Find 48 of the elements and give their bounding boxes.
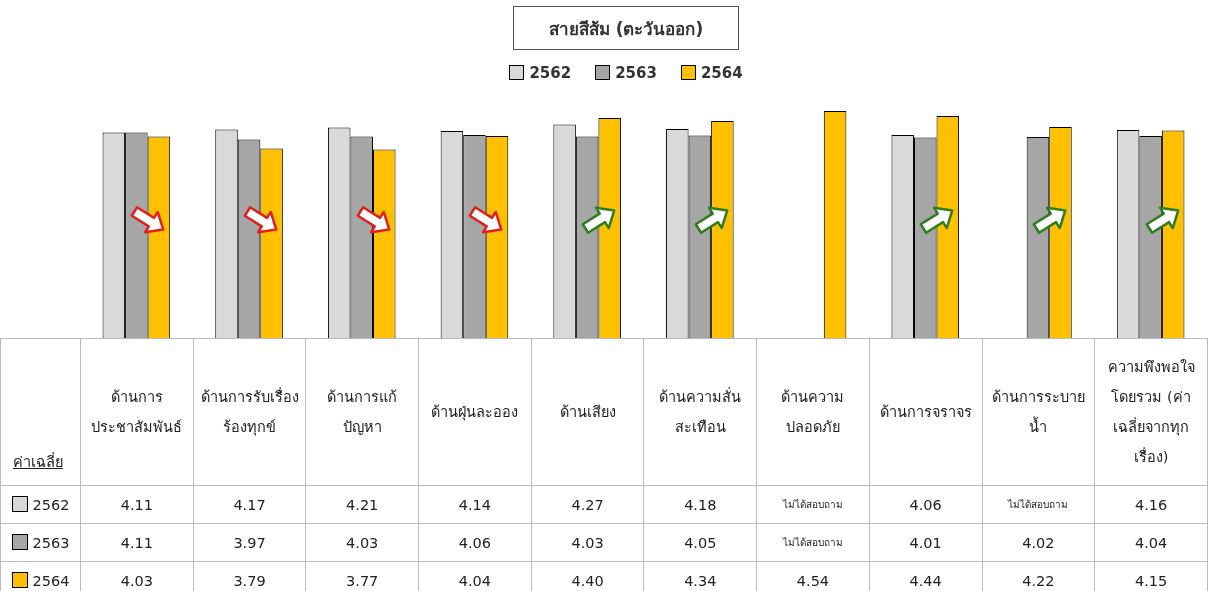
x-tick-label: ด้านการรับเรื่องร้องทุกข์ [193,338,306,486]
data-label: 4.16 [1094,485,1208,524]
data-label: 3.79 [193,561,306,591]
text: 2564 [32,573,70,589]
data-label: 4.14 [418,485,532,524]
data-label: 4.40 [531,561,644,591]
text: ไม่ได้สอบถาม [782,499,843,510]
text: 2562 [32,497,70,513]
legend-label: 2563 [614,64,657,82]
data-label: 4.21 [305,485,419,524]
data-label: 4.11 [80,485,194,524]
data-label: 4.02 [982,523,1095,562]
x-tick-label: ด้านเสียง [531,338,644,486]
x-tick-label: ด้านการแก้ปัญหา [305,338,419,486]
data-label: 4.04 [418,561,532,591]
data-label: 4.22 [982,561,1095,591]
data-label: 3.77 [305,561,419,591]
legend-label: 2562 [528,64,572,82]
x-tick-label: ด้านฝุ่นละออง [418,338,532,486]
data-label: 4.17 [193,485,306,524]
x-axis-title: ค่าเฉลี่ย [13,451,63,472]
x-tick-label: ด้านการประชาสัมพันธ์ [80,338,194,486]
data-label: 4.11 [80,523,194,562]
data-label: 4.54 [756,561,870,591]
x-tick-label: ด้านการจราจร [869,338,982,486]
text: ไม่ได้สอบถาม [1008,499,1069,510]
data-label: 4.34 [643,561,757,591]
data-label: 4.44 [869,561,982,591]
chart-title: สายสีส้ม (ตะวันออก) [513,6,739,50]
data-label: 4.03 [305,523,419,562]
x-tick-label: ด้านความปลอดภัย [756,338,870,486]
data-label: 4.04 [1094,523,1208,562]
data-label: 4.01 [869,523,982,562]
data-label: 4.03 [80,561,194,591]
legend-label: 2564 [699,64,743,82]
data-label: 3.97 [193,523,306,562]
data-label: 4.06 [418,523,532,562]
data-label: 4.03 [531,523,644,562]
text: ไม่ได้สอบถาม [782,537,843,548]
x-tick-label: ความพึงพอใจโดยรวม (ค่าเฉลี่ยจากทุกเรื่อง) [1094,338,1208,486]
data-label: 4.15 [1094,561,1208,591]
data-label: 4.18 [643,485,757,524]
x-tick-label: ด้านความสั่นสะเทือน [643,338,757,486]
data-label: 4.05 [643,523,757,562]
data-label: 4.27 [531,485,644,524]
data-label: 4.06 [869,485,982,524]
text: 2563 [32,535,70,551]
x-tick-label: ด้านการระบายน้ำ [982,338,1095,486]
